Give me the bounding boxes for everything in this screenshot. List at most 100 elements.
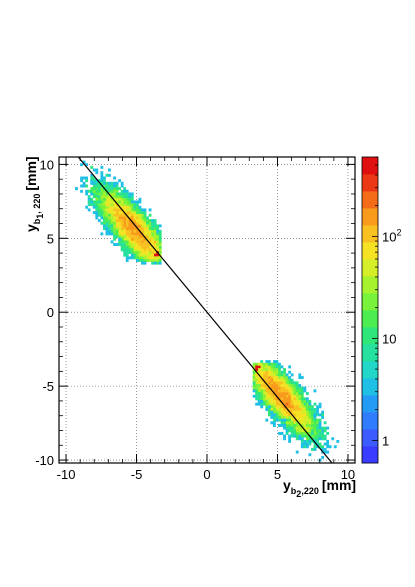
- heatmap-cell: [97, 208, 101, 212]
- heatmap-cell: [128, 243, 132, 246]
- heatmap-cell: [135, 256, 139, 260]
- heatmap-cell: [143, 261, 147, 265]
- heatmap-cell: [265, 378, 269, 382]
- heatmap-cell: [313, 426, 317, 430]
- heatmap-cell: [311, 413, 314, 417]
- heatmap-cell: [257, 392, 261, 395]
- heatmap-cell: [321, 415, 325, 419]
- heatmap-cell: [303, 389, 307, 393]
- heatmap-cell: [105, 213, 109, 217]
- heatmap-cell: [113, 200, 116, 204]
- heatmap-cell: [326, 450, 330, 454]
- heatmap-cell: [135, 213, 139, 217]
- heatmap-cell: [321, 413, 325, 417]
- heatmap-cell: [295, 429, 299, 433]
- heatmap-cell: [300, 386, 304, 390]
- heatmap-cell: [125, 189, 129, 193]
- heatmap-cell: [143, 211, 147, 215]
- heatmap-cell: [143, 224, 147, 228]
- heatmap-cell: [97, 205, 101, 209]
- heatmap-cell: [113, 243, 116, 246]
- heatmap-cell: [283, 389, 286, 393]
- heatmap-cell: [285, 402, 289, 406]
- heatmap-cell: [118, 237, 122, 241]
- heatmap-cell: [267, 413, 271, 417]
- heatmap-cell: [118, 235, 122, 239]
- heatmap-cell: [138, 256, 142, 260]
- heatmap-cell: [113, 187, 116, 191]
- heatmap-cell: [125, 192, 129, 196]
- heatmap-cell: [270, 415, 274, 419]
- heatmap-cell: [283, 370, 286, 374]
- heatmap-cell: [141, 219, 144, 223]
- heatmap-cell: [283, 437, 286, 441]
- heatmap-cell: [300, 394, 304, 398]
- heatmap-cell: [123, 253, 127, 257]
- heatmap-cell: [118, 208, 122, 212]
- heatmap-cell: [293, 434, 297, 438]
- heatmap-cell: [120, 211, 124, 215]
- heatmap-cell: [95, 192, 99, 196]
- heatmap-cell: [123, 248, 127, 252]
- heatmap-cell: [300, 397, 304, 401]
- heatmap-cell: [113, 195, 116, 199]
- heatmap-cell: [303, 439, 307, 443]
- heatmap-cell: [303, 434, 307, 438]
- heatmap-cell: [305, 439, 309, 443]
- heatmap-cell: [311, 447, 314, 451]
- heatmap-cell: [311, 434, 314, 438]
- colorbar-label-2: 102: [382, 227, 401, 244]
- heatmap-cell: [95, 200, 99, 204]
- heatmap-cell: [272, 408, 276, 411]
- heatmap-cell: [97, 184, 101, 188]
- heatmap-cell: [118, 229, 122, 233]
- heatmap-cell: [153, 219, 157, 223]
- colorbar-swatch-17: [362, 157, 378, 175]
- heatmap-cell: [278, 394, 281, 398]
- heatmap-cell: [272, 384, 276, 388]
- heatmap-cell: [316, 429, 319, 433]
- heatmap-cell: [260, 370, 264, 374]
- heatmap-cell: [108, 200, 111, 204]
- heatmap-cell: [336, 439, 340, 443]
- y-axis-label: yb1, 220[mm]: [23, 156, 45, 232]
- heatmap-cell: [108, 213, 111, 217]
- heatmap-cell: [102, 205, 106, 209]
- y-tick-label-2: 0: [47, 305, 54, 320]
- heatmap-cell: [293, 429, 297, 433]
- heatmap-cell: [95, 208, 99, 212]
- heatmap-cell: [153, 227, 157, 231]
- heatmap-cell: [303, 410, 307, 414]
- heatmap-cell: [92, 211, 96, 215]
- heatmap-cell: [288, 365, 292, 369]
- heatmap-cell: [108, 187, 111, 191]
- heatmap-cell: [298, 437, 302, 441]
- heatmap-cell: [280, 400, 284, 403]
- heatmap-cell: [272, 421, 276, 425]
- heatmap-cell: [97, 195, 101, 199]
- heatmap-cell: [125, 203, 129, 207]
- heatmap-cell: [153, 240, 157, 244]
- heatmap-cell: [90, 165, 94, 169]
- heatmap-cell: [318, 437, 322, 441]
- heatmap-cell: [130, 253, 134, 257]
- heatmap-cell: [148, 219, 152, 223]
- heatmap-cell: [138, 248, 142, 252]
- heatmap-cell: [113, 176, 116, 180]
- heatmap-cell: [270, 410, 274, 414]
- heatmap-cell: [138, 208, 142, 212]
- heatmap-cell: [267, 373, 271, 377]
- heatmap-cell: [120, 235, 124, 239]
- heatmap-cell: [110, 181, 114, 185]
- heatmap-cell: [158, 256, 162, 260]
- heatmap-cell: [128, 248, 132, 252]
- heatmap-cell: [295, 434, 299, 438]
- heatmap-cell: [255, 376, 259, 380]
- heatmap-cell: [293, 386, 297, 390]
- heatmap-cell: [125, 205, 129, 209]
- heatmap-cell: [285, 410, 289, 414]
- heatmap-cell: [260, 389, 264, 393]
- heatmap-cell: [92, 203, 96, 207]
- x-axis-label: yb2,220 [mm]: [283, 477, 356, 499]
- heatmap-cell: [262, 402, 266, 406]
